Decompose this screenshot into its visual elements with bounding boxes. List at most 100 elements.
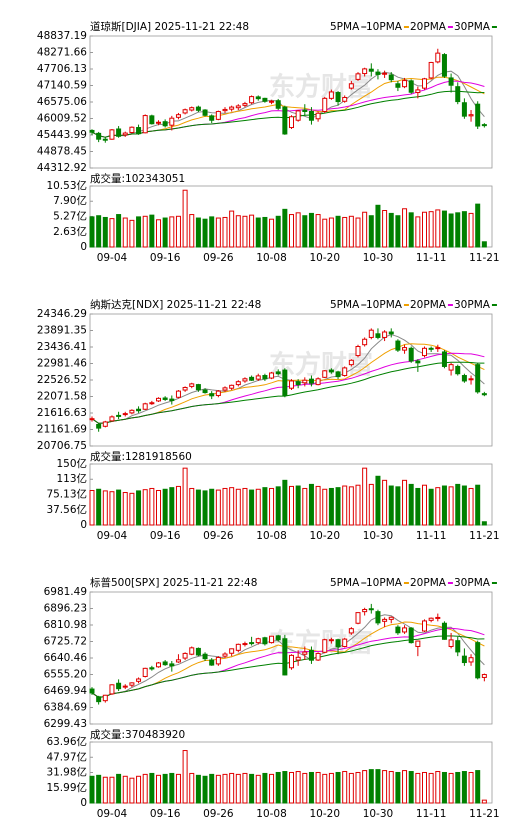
volume-bar [242, 487, 248, 526]
candle-body [461, 655, 467, 664]
volume-bar [209, 773, 215, 804]
volume-bar [448, 772, 454, 804]
y-tick-label: 20706.75 [37, 440, 87, 452]
volume-bar [388, 771, 394, 804]
candle-body [455, 86, 461, 103]
volume-bar [388, 485, 394, 526]
volume-bar [202, 775, 208, 804]
x-tick-label: 09-26 [203, 252, 234, 264]
volume-bar [468, 771, 474, 804]
candle-body [422, 78, 427, 89]
y-tick-label: 6299.43 [44, 718, 87, 730]
volume-bar [295, 771, 301, 804]
candle-body [455, 365, 461, 375]
candle-body [468, 378, 474, 381]
candle-body [461, 102, 467, 117]
volume-bar [422, 211, 427, 248]
volume-bar [335, 215, 341, 248]
volume-bar [282, 208, 288, 248]
candle-body [448, 77, 454, 86]
candle-body [229, 106, 235, 110]
volume-bar [395, 771, 401, 804]
volume-bar [242, 772, 248, 804]
volume-bar [156, 219, 161, 248]
volume-bar [422, 484, 427, 526]
candle-body [382, 72, 388, 75]
volume-bar [481, 521, 487, 526]
x-tick-label: 09-04 [97, 530, 128, 542]
candle-body [162, 121, 168, 127]
candle-body [348, 628, 354, 634]
volume-bar [189, 772, 195, 804]
legend-label: 30PMA [454, 21, 491, 33]
y-tick-label: 6810.98 [44, 619, 87, 631]
volume-tick-label: 37.56亿 [46, 503, 87, 516]
volume-bar [136, 216, 142, 248]
volume-bar [156, 489, 161, 526]
candle-body [422, 347, 427, 357]
legend-label: 30PMA [454, 299, 491, 311]
ma-line [91, 621, 485, 698]
volume-bar [475, 484, 481, 526]
volume-bar [461, 485, 467, 526]
volume-bar [461, 771, 467, 804]
volume-bar [435, 771, 441, 804]
candle-body [269, 372, 275, 379]
legend-label: 10PMA [366, 21, 403, 33]
candle-body [129, 682, 135, 686]
volume-bar [428, 211, 434, 248]
candle-body [328, 91, 334, 99]
candle-body [302, 651, 308, 655]
candle-body [249, 376, 255, 381]
candle-body [262, 375, 268, 380]
volume-bar [348, 772, 354, 804]
volume-bar [122, 775, 128, 804]
candle-body [149, 402, 155, 405]
volume-bar [122, 217, 128, 248]
candle-body [441, 622, 447, 640]
volume-bar [116, 773, 122, 804]
x-tick-label: 11-21 [469, 252, 500, 264]
legend-label: 20PMA [410, 299, 447, 311]
volume-bar [362, 467, 368, 526]
candle-body [428, 617, 434, 621]
candle-body [242, 643, 248, 646]
candle-body [102, 138, 108, 141]
volume-bar [249, 214, 255, 248]
volume-bar [282, 771, 288, 804]
volume-bar [195, 774, 201, 804]
x-tick-label: 10-08 [256, 252, 287, 264]
volume-label: 成交量:102343051 [90, 172, 185, 185]
volume-label: 成交量:370483920 [90, 728, 185, 741]
y-tick-label: 6555.20 [44, 669, 87, 681]
candle-body [441, 54, 447, 77]
candle-body [322, 639, 328, 653]
candle-body [308, 110, 314, 121]
volume-bar [415, 772, 421, 804]
candle-body [375, 71, 381, 75]
volume-bar [209, 216, 215, 248]
volume-bar [328, 772, 334, 804]
candle-body [169, 117, 175, 126]
candle-body [235, 381, 241, 386]
candle-body [275, 635, 281, 641]
ma-line [91, 333, 485, 424]
volume-bar [195, 217, 201, 248]
candle-body [402, 627, 408, 633]
volume-bar [262, 216, 268, 248]
volume-bar [169, 772, 175, 804]
candle-body [229, 384, 235, 389]
volume-bar [408, 212, 414, 248]
volume-bar [229, 772, 235, 804]
x-tick-label: 09-26 [203, 808, 234, 820]
y-tick-label: 22526.52 [37, 374, 87, 386]
x-tick-label: 10-30 [363, 808, 394, 820]
candle-body [342, 638, 348, 647]
volume-bar [315, 214, 321, 248]
candle-body [182, 109, 188, 114]
volume-bar [382, 210, 388, 248]
candle-body [235, 643, 241, 651]
volume-bar [262, 487, 268, 526]
y-tick-label: 22981.46 [37, 358, 87, 370]
candle-body [362, 609, 368, 613]
